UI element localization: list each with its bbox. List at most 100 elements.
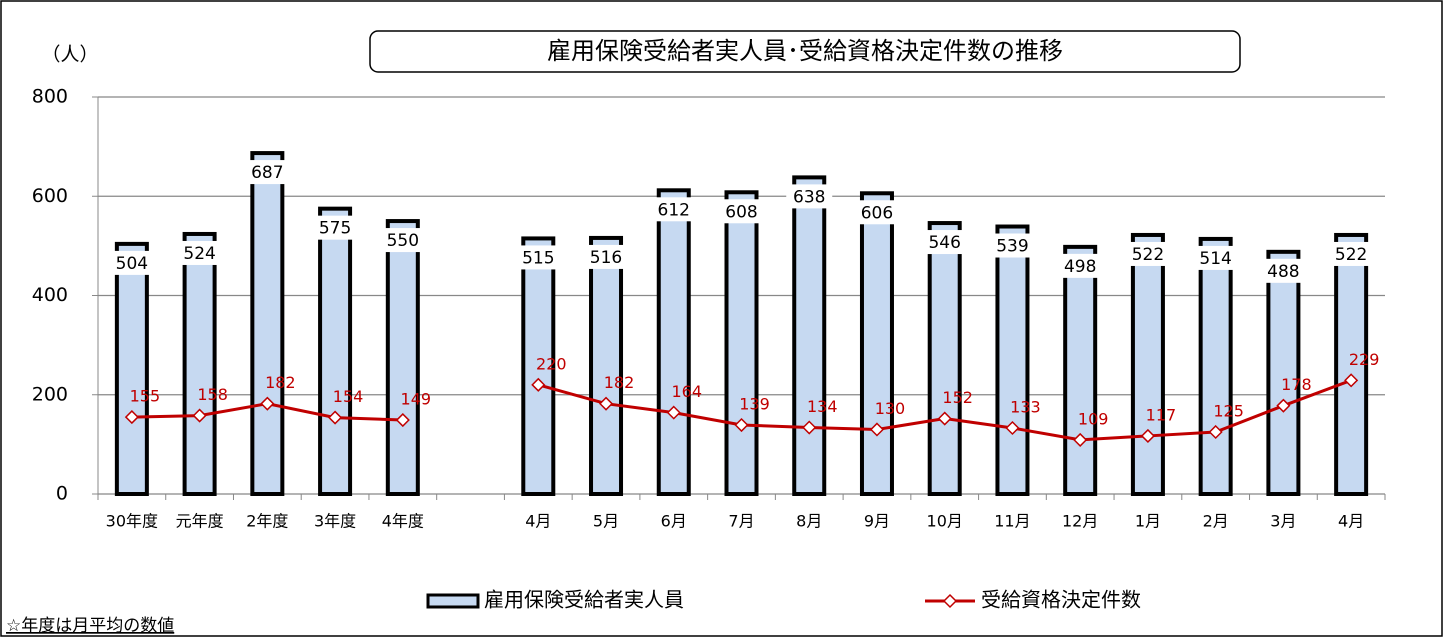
marker bbox=[734, 417, 749, 433]
chart-title: 雇用保険受給者実人員･受給資格決定件数の推移 bbox=[547, 37, 1063, 65]
legend-label: 受給資格決定件数 bbox=[981, 588, 1141, 612]
bar bbox=[1334, 232, 1369, 497]
bar bbox=[182, 231, 217, 496]
bar-label: 546 bbox=[928, 233, 960, 253]
y-tick-label: 800 bbox=[32, 86, 68, 108]
bar-label: 638 bbox=[793, 187, 825, 207]
marker bbox=[1208, 424, 1223, 440]
bar-label-bg bbox=[650, 197, 697, 222]
bar-label: 522 bbox=[1132, 245, 1164, 265]
bar-label-bg bbox=[1260, 258, 1307, 283]
footnote: ☆年度は月平均の数値 bbox=[6, 616, 174, 636]
marker bbox=[869, 422, 885, 437]
point-label: 182 bbox=[604, 373, 635, 392]
x-tick-label: 10月 bbox=[927, 512, 963, 531]
bar-label-bg bbox=[312, 215, 359, 240]
bar-label-bg bbox=[583, 244, 630, 269]
marker bbox=[937, 411, 952, 426]
y-tick-label: 600 bbox=[32, 185, 68, 207]
bar-label-bg bbox=[718, 199, 765, 224]
bar-label: 516 bbox=[590, 248, 622, 268]
bar-label-bg bbox=[1057, 253, 1104, 278]
point-label: 125 bbox=[1213, 401, 1244, 420]
x-tick-label: 4年度 bbox=[382, 512, 424, 531]
legend-label: 雇用保険受給者実人員 bbox=[484, 588, 684, 612]
marker bbox=[328, 410, 343, 425]
marker bbox=[1140, 428, 1155, 443]
x-tick-label: 2年度 bbox=[246, 512, 288, 531]
marker bbox=[531, 377, 546, 392]
point-label: 109 bbox=[1078, 409, 1109, 428]
marker bbox=[260, 396, 275, 411]
bar-label: 488 bbox=[1267, 262, 1299, 282]
y-tick-label: 200 bbox=[32, 383, 68, 405]
bar bbox=[656, 188, 691, 496]
point-label: 149 bbox=[401, 390, 432, 409]
bar-label-bg bbox=[244, 160, 291, 185]
point-label: 152 bbox=[942, 388, 973, 407]
bar bbox=[927, 221, 962, 497]
bar bbox=[318, 206, 353, 496]
x-tick-label: 12月 bbox=[1062, 512, 1098, 531]
point-label: 220 bbox=[536, 354, 567, 373]
bar-label-bg bbox=[786, 184, 833, 209]
bar bbox=[114, 241, 149, 496]
bar-label: 550 bbox=[387, 231, 419, 251]
point-label: 178 bbox=[1281, 375, 1312, 394]
bar bbox=[1266, 249, 1301, 496]
marker bbox=[124, 410, 139, 425]
bar bbox=[521, 236, 556, 496]
bar-label: 524 bbox=[183, 244, 215, 264]
point-label: 182 bbox=[265, 373, 296, 392]
marker bbox=[192, 408, 207, 423]
marker bbox=[1073, 432, 1088, 447]
bar-label-bg bbox=[853, 200, 900, 225]
bar bbox=[250, 151, 285, 496]
bar-label-bg bbox=[515, 245, 562, 270]
marker bbox=[1276, 398, 1291, 413]
bar-label: 504 bbox=[116, 254, 148, 274]
x-tick-label: 30年度 bbox=[106, 512, 158, 531]
legend-marker bbox=[942, 593, 958, 609]
marker bbox=[666, 405, 681, 420]
bar bbox=[1063, 244, 1098, 496]
x-tick-label: 8月 bbox=[796, 512, 822, 531]
bar bbox=[995, 224, 1030, 497]
x-tick-label: 4月 bbox=[525, 512, 551, 531]
bar-label: 514 bbox=[1199, 249, 1231, 269]
point-label: 139 bbox=[739, 395, 770, 414]
point-label: 134 bbox=[807, 397, 838, 416]
marker bbox=[598, 396, 614, 411]
x-tick-label: 3年度 bbox=[314, 512, 356, 531]
marker bbox=[395, 412, 410, 428]
bar bbox=[589, 235, 624, 496]
point-label: 154 bbox=[333, 387, 364, 406]
x-tick-label: 3月 bbox=[1270, 512, 1296, 531]
point-label: 229 bbox=[1349, 350, 1380, 369]
x-tick-label: 6月 bbox=[661, 512, 687, 531]
bar-label: 612 bbox=[658, 200, 690, 220]
point-label: 158 bbox=[197, 385, 228, 404]
bar-label-bg bbox=[1124, 241, 1171, 266]
bar-label: 522 bbox=[1335, 245, 1367, 265]
bar-label: 687 bbox=[251, 163, 283, 183]
x-tick-label: 11月 bbox=[994, 512, 1030, 531]
point-label: 155 bbox=[130, 387, 161, 406]
point-label: 130 bbox=[875, 399, 906, 418]
y-axis-label: （人） bbox=[41, 44, 98, 66]
bar-label: 575 bbox=[319, 219, 351, 239]
bar-label-bg bbox=[921, 230, 968, 255]
bar-label: 498 bbox=[1064, 257, 1096, 277]
y-tick-label: 400 bbox=[32, 284, 68, 306]
bar-label: 606 bbox=[861, 203, 893, 223]
bar bbox=[385, 219, 420, 496]
marker bbox=[802, 420, 817, 435]
bar bbox=[859, 191, 894, 497]
x-tick-label: 7月 bbox=[728, 512, 754, 531]
y-tick-label: 0 bbox=[56, 483, 68, 505]
x-tick-label: 1月 bbox=[1135, 512, 1161, 531]
point-label: 164 bbox=[671, 382, 702, 401]
legend-swatch bbox=[426, 593, 480, 609]
